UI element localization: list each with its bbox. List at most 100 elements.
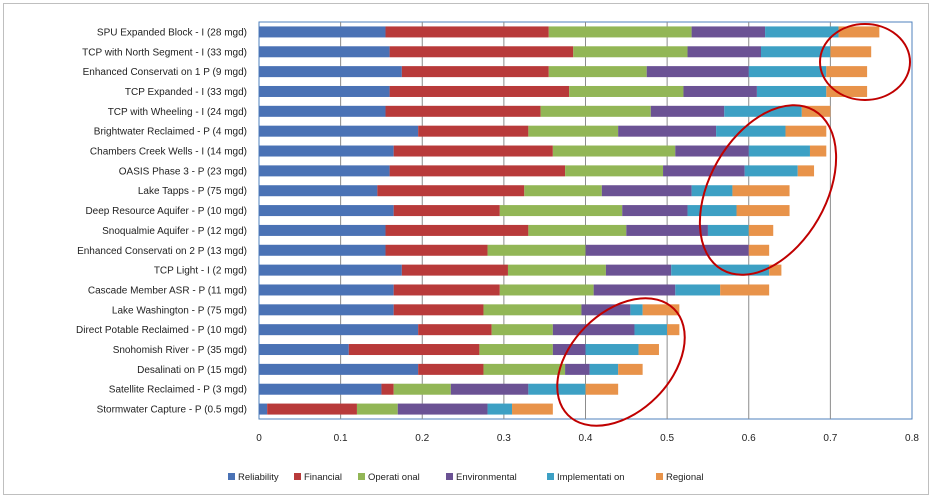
bar-segment	[720, 284, 770, 296]
bar-segment	[259, 185, 378, 197]
bar-segment	[732, 185, 790, 197]
category-label: TCP Light - I (2 mgd)	[154, 266, 247, 277]
bar-segment	[552, 145, 676, 157]
bar-segment	[593, 284, 676, 296]
bar-segment	[259, 383, 382, 395]
grid-lines	[340, 22, 831, 419]
x-tick-labels: 0 0.1 0.2 0.3 0.4 0.5 0.6 0.7 0.8	[256, 433, 919, 444]
category-label: TCP with Wheeling - I (24 mgd)	[108, 107, 247, 118]
legend-label: Reliability	[238, 472, 279, 483]
bar-segment	[397, 403, 488, 415]
bar-segment	[385, 244, 488, 256]
legend-swatch	[446, 473, 453, 480]
bar-segment	[259, 264, 402, 276]
category-label: Lake Washington - P (75 mgd)	[112, 305, 247, 316]
x-tick-label: 0.8	[905, 433, 919, 444]
annotation-ellipse	[698, 104, 838, 276]
legend-label: Operati onal	[368, 472, 420, 483]
bar-segment	[630, 304, 643, 316]
bar-segment	[565, 363, 590, 375]
bars	[259, 26, 880, 415]
category-label: Deep Resource Aquifer - P (10 mgd)	[85, 206, 247, 217]
bar-segment	[450, 383, 529, 395]
legend-swatch	[656, 473, 663, 480]
bar-segment	[548, 66, 647, 78]
category-label: Direct Potable Reclaimed - P (10 mgd)	[76, 325, 247, 336]
bar-segment	[524, 185, 602, 197]
bar-segment	[605, 264, 672, 276]
bar-segment	[377, 185, 525, 197]
bar-segment	[830, 46, 872, 58]
bar-segment	[512, 403, 553, 415]
bar-segment	[259, 363, 419, 375]
bar-segment	[744, 165, 798, 177]
bar-segment	[401, 264, 508, 276]
bar-segment	[401, 66, 549, 78]
bar-segment	[487, 244, 586, 256]
bar-segment	[483, 363, 566, 375]
bar-segment	[552, 324, 635, 336]
x-tick-label: 0.1	[334, 433, 348, 444]
bar-segment	[259, 85, 390, 97]
category-label: OASIS Phase 3 - P (23 mgd)	[119, 166, 247, 177]
bar-segment	[748, 145, 810, 157]
legend-swatch	[294, 473, 301, 480]
category-label: Brightwater Reclaimed - P (4 mgd)	[94, 127, 247, 138]
category-labels: SPU Expanded Block - I (28 mgd) TCP with …	[76, 27, 247, 415]
bar-segment	[418, 324, 492, 336]
bar-segment	[809, 145, 827, 157]
bar-segment	[675, 145, 749, 157]
annotation-ellipse	[556, 297, 686, 427]
category-label: Cascade Member ASR - P (11 mgd)	[88, 285, 247, 296]
bar-segment	[565, 165, 664, 177]
bar-segment	[381, 383, 394, 395]
bar-segment	[491, 324, 553, 336]
bar-segment	[499, 205, 623, 217]
bar-segment	[765, 26, 839, 38]
legend: Reliability Financial Operati onal Environm…	[228, 472, 704, 483]
x-tick-label: 0.4	[579, 433, 593, 444]
legend-swatch	[228, 473, 235, 480]
bar-segment	[540, 105, 651, 117]
bar-segment	[618, 363, 643, 375]
bar-segment	[642, 304, 680, 316]
bar-segment	[683, 85, 757, 97]
bar-segment	[259, 244, 386, 256]
bar-segment	[826, 66, 868, 78]
bar-segment	[687, 46, 761, 58]
category-label: Snoqualmie Aquifer - P (12 mgd)	[102, 226, 247, 237]
bar-segment	[389, 165, 566, 177]
category-label: Stormwater Capture - P (0.5 mgd)	[97, 405, 247, 416]
bar-segment	[393, 145, 553, 157]
bar-segment	[585, 383, 619, 395]
bar-segment	[552, 344, 586, 356]
bar-segment	[548, 26, 692, 38]
bar-segment	[618, 125, 717, 137]
bar-segment	[687, 205, 737, 217]
bar-segment	[528, 224, 627, 236]
bar-segment	[573, 46, 688, 58]
category-label: Desalinati on P (15 mgd)	[137, 365, 247, 376]
bar-segment	[748, 66, 827, 78]
legend-label: Implementati on	[557, 472, 625, 483]
bar-segment	[528, 125, 619, 137]
bar-segment	[736, 205, 790, 217]
bar-segment	[389, 46, 574, 58]
bar-segment	[259, 403, 268, 415]
bar-segment	[479, 344, 553, 356]
bar-segment	[646, 66, 749, 78]
bar-segment	[483, 304, 582, 316]
annotation-ellipse	[819, 23, 911, 101]
x-tick-label: 0.3	[497, 433, 511, 444]
bar-segment	[259, 125, 419, 137]
bar-segment	[585, 344, 639, 356]
category-label: Enhanced Conservati on 1 P (9 mgd)	[83, 67, 247, 78]
bar-segment	[385, 105, 541, 117]
bar-segment	[838, 26, 880, 38]
bar-segment	[748, 224, 774, 236]
bar-segment	[267, 403, 357, 415]
category-label: Enhanced Conservati on 2 P (13 mgd)	[77, 246, 247, 257]
bar-segment	[259, 205, 394, 217]
bar-segment	[785, 125, 827, 137]
